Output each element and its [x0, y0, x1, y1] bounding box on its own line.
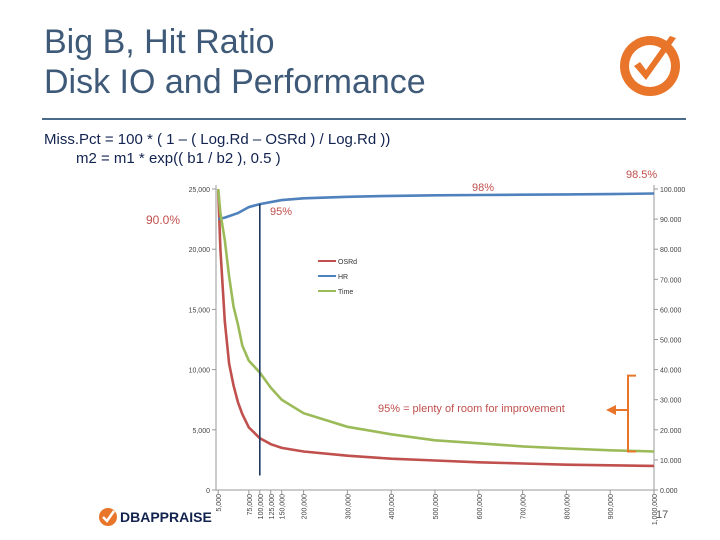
x-tick-label: 125,000 — [269, 494, 276, 519]
x-tick-label: 600,000 — [477, 494, 484, 519]
slide-title: Big B, Hit Ratio Disk IO and Performance — [44, 22, 426, 102]
formula-line-2: m2 = m1 * exp(( b1 / b2 ), 0.5 ) — [76, 150, 281, 167]
x-tick-label: 75,000 — [247, 494, 254, 516]
x-tick-label: 150,000 — [280, 494, 287, 519]
y-right-tick-label: 100.000 — [660, 187, 685, 194]
page-number: 17 — [656, 509, 669, 521]
y-left-tick-label: 15,000 — [189, 307, 211, 314]
footer-logo-icon — [99, 508, 117, 526]
title-line-1: Big B, Hit Ratio — [44, 23, 275, 61]
y-right-tick-label: 0.000 — [660, 488, 678, 495]
x-tick-label: 900,000 — [608, 494, 615, 519]
formula-line-1: Miss.Pct = 100 * ( 1 – ( Log.Rd – OSRd )… — [44, 131, 391, 148]
annotation-98-5pct: 98.5% — [626, 169, 657, 181]
footer-logo: DBAPPRAISE — [98, 505, 213, 534]
y-left-tick-label: 10,000 — [189, 368, 211, 375]
annotation-room-for-improvement: 95% = plenty of room for improvement — [378, 403, 565, 415]
legend-label-osrd: OSRd — [338, 259, 357, 266]
improvement-bracket — [627, 374, 636, 453]
y-right-tick-label: 60.000 — [660, 307, 682, 314]
x-tick-label: 400,000 — [389, 494, 396, 519]
title-line-2: Disk IO and Performance — [44, 63, 426, 101]
annotation-98pct: 98% — [472, 182, 494, 194]
y-left-tick-label: 20,000 — [189, 247, 211, 254]
series-line-hr — [217, 192, 654, 221]
legend-label-time: Time — [338, 289, 353, 296]
footer-logo-text: DBAPPRAISE — [120, 509, 212, 525]
x-tick-label: 700,000 — [521, 494, 528, 519]
x-tick-label: 200,000 — [302, 494, 309, 519]
y-right-tick-label: 30.000 — [660, 398, 682, 405]
x-tick-label: 800,000 — [564, 494, 571, 519]
annotation-95pct: 95% — [270, 206, 292, 218]
checkmark-logo-icon — [620, 36, 680, 96]
y-right-tick-label: 10.000 — [660, 458, 682, 465]
y-right-tick-label: 80.000 — [660, 247, 682, 254]
x-tick-label: 100,000 — [258, 494, 265, 519]
improvement-arrow-head — [606, 405, 616, 415]
y-left-tick-label: 5,000 — [192, 428, 210, 435]
title-divider — [42, 118, 686, 120]
formula-block: Miss.Pct = 100 * ( 1 – ( Log.Rd – OSRd )… — [44, 130, 390, 168]
y-right-tick-label: 90.000 — [660, 217, 682, 224]
y-right-tick-label: 50.000 — [660, 338, 682, 345]
x-tick-label: 5,000 — [216, 494, 223, 512]
legend-label-hr: HR — [338, 274, 348, 281]
y-left-tick-label: 25,000 — [189, 187, 211, 194]
y-left-tick-label: 0 — [206, 488, 210, 495]
series-line-osrd — [216, 189, 654, 468]
annotation-90pct: 90.0% — [146, 213, 180, 227]
x-tick-label: 1,000,000 — [652, 494, 659, 525]
y-right-tick-label: 70.000 — [660, 277, 682, 284]
series-line-time — [216, 189, 654, 453]
x-tick-label: 500,000 — [433, 494, 440, 519]
y-right-tick-label: 40.000 — [660, 368, 682, 375]
x-tick-label: 300,000 — [345, 494, 352, 519]
y-right-tick-label: 20.000 — [660, 428, 682, 435]
